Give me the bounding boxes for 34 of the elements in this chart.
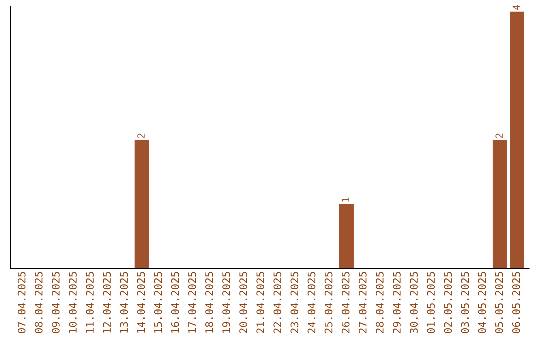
x-tick-label: 02.05.2025 [444, 272, 452, 334]
x-tick-label: 04.05.2025 [478, 272, 486, 334]
x-tick-label: 10.04.2025 [69, 272, 77, 333]
x-tick-label: 08.04.2025 [34, 272, 43, 334]
x-tick-label: 09.04.2025 [52, 272, 60, 334]
x-tick-label: 03.05.2025 [461, 272, 470, 334]
x-tick-label: 28.04.2025 [376, 272, 384, 334]
data-label: 2 [496, 134, 503, 138]
x-tick-label: 24.04.2025 [308, 272, 316, 334]
x-tick-label: 07.04.2025 [18, 272, 26, 334]
data-label: 2 [138, 134, 145, 138]
data-label: 1 [342, 198, 350, 202]
x-tick-label: 20.04.2025 [240, 272, 248, 334]
x-tick-label: 26.04.2025 [342, 272, 350, 334]
x-tick-label: 30.04.2025 [410, 272, 418, 334]
x-tick-label: 11.04.2025 [86, 272, 94, 333]
x-tick-label: 27.04.2025 [358, 272, 367, 334]
x-tick-label: 06.05.2025 [512, 272, 520, 334]
x-tick-label: 18.04.2025 [205, 272, 214, 333]
x-tick-label: 19.04.2025 [222, 272, 230, 333]
x-tick-label: 29.04.2025 [393, 272, 401, 334]
x-tick-label: 25.04.2025 [324, 272, 333, 334]
x-tick-label: 17.04.2025 [188, 272, 196, 333]
x-tick-label: 01.05.2025 [427, 272, 436, 334]
x-tick-label: 21.04.2025 [256, 272, 265, 334]
x-tick-label: 23.04.2025 [290, 272, 299, 334]
x-tick-label: 05.05.2025 [495, 272, 504, 334]
x-tick-label: 13.04.2025 [120, 272, 128, 333]
x-tick-label: 14.04.2025 [137, 272, 146, 333]
x-tick-label: 15.04.2025 [154, 272, 162, 333]
data-label: 4 [512, 5, 520, 10]
x-tick-label: 22.04.2025 [274, 272, 282, 334]
x-tick-label: 12.04.2025 [103, 272, 112, 333]
x-tick-label: 16.04.2025 [171, 272, 180, 333]
